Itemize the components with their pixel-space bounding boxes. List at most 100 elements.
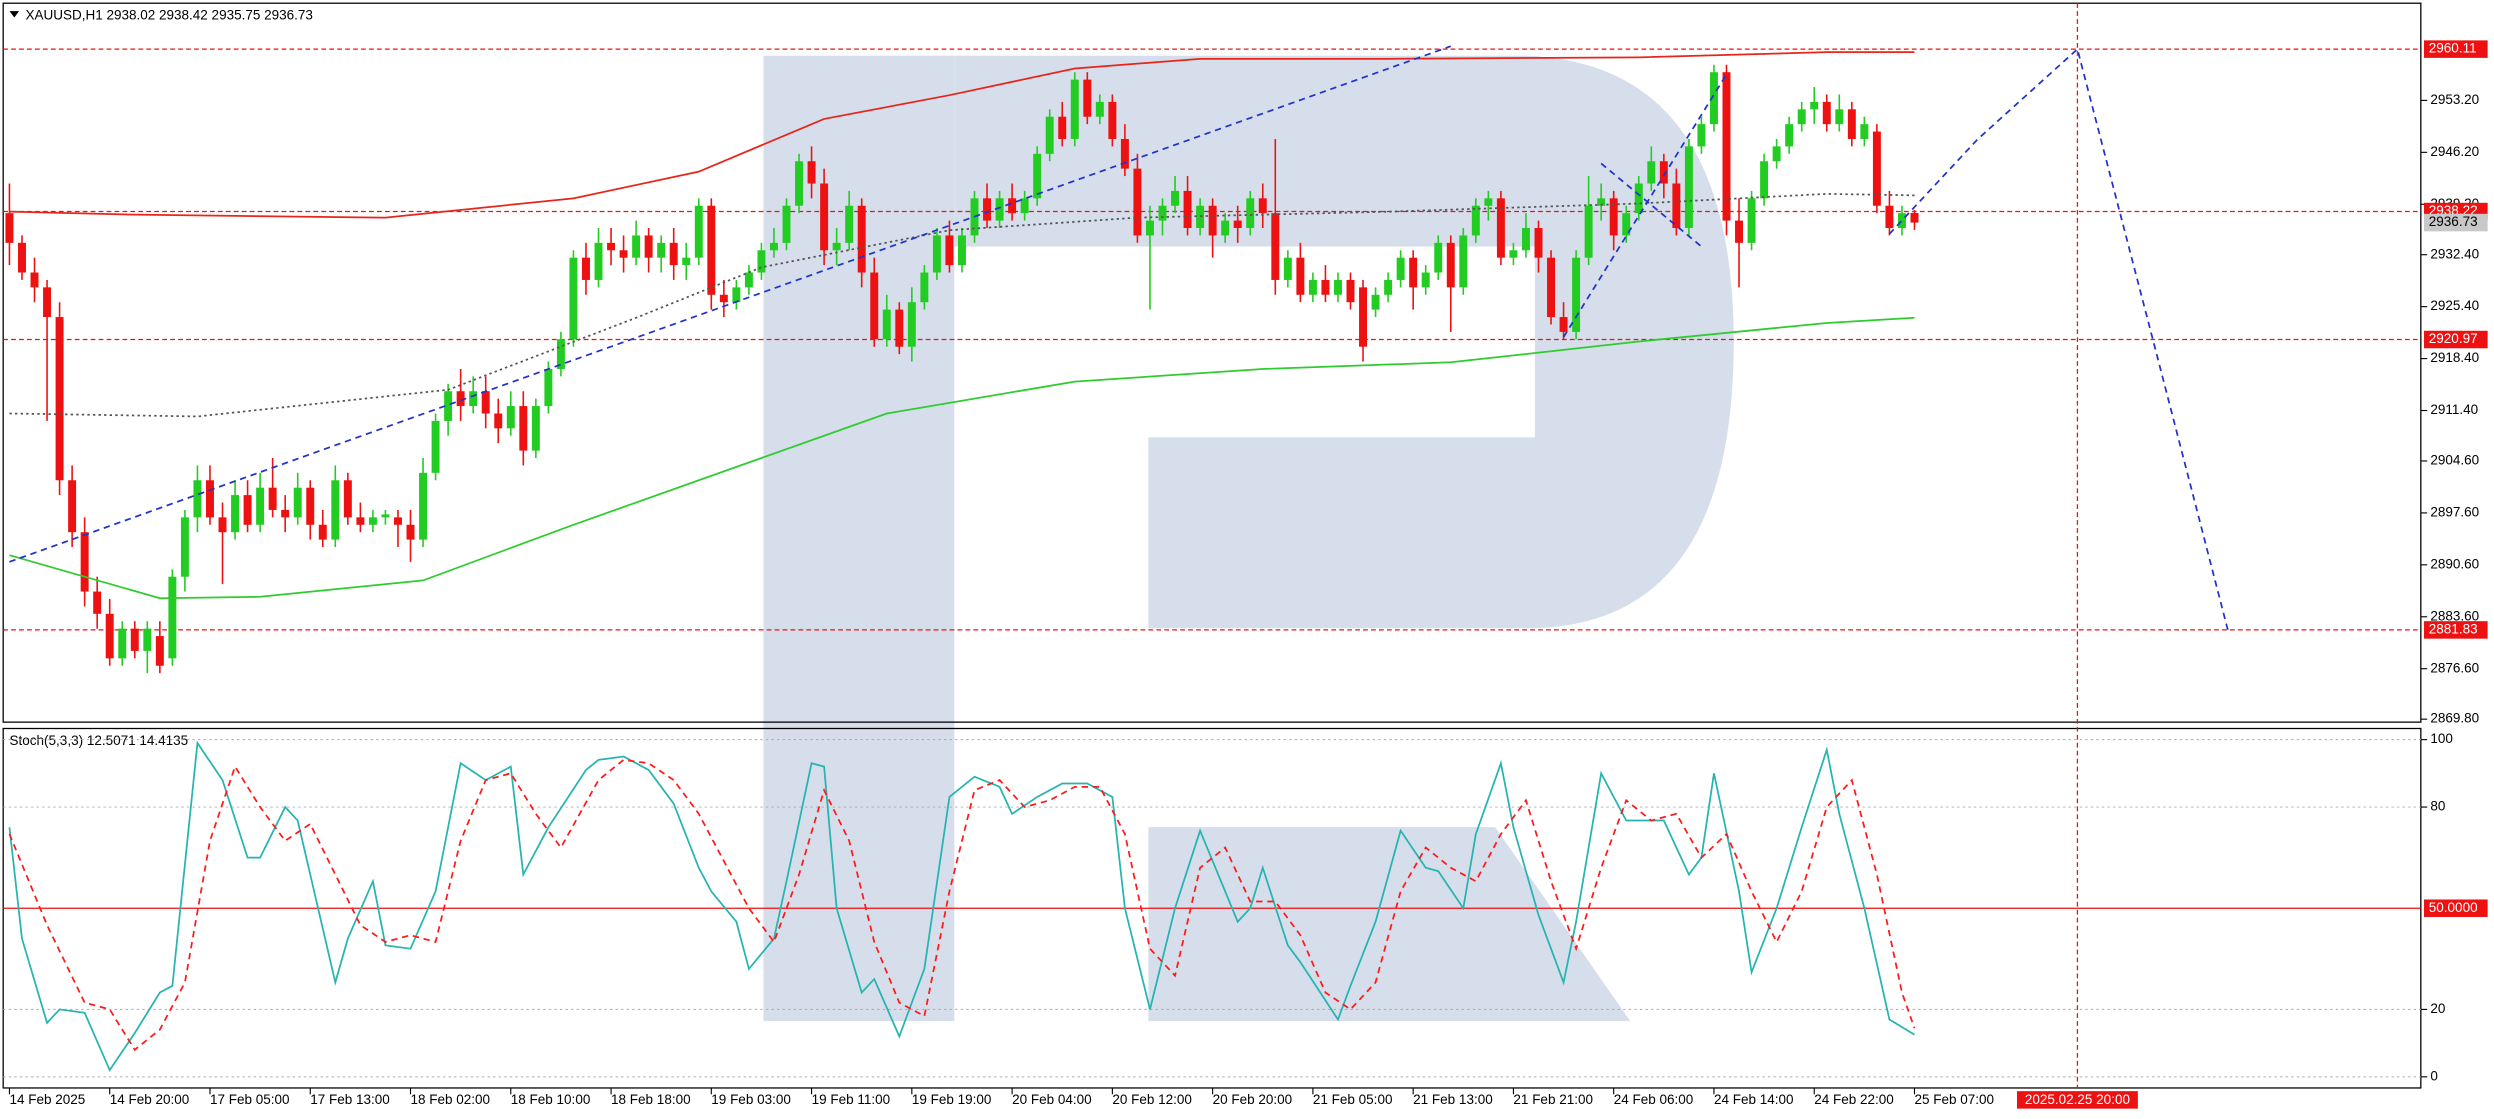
candle-body [882,309,891,340]
candle-body [1384,279,1393,295]
x-tick-label: 19 Feb 03:00 [711,1092,791,1107]
candle-body [820,183,829,251]
candle-body [256,487,265,525]
candle-body [1860,124,1869,139]
y-tick-label: 0 [2430,1068,2438,1083]
time-marker-label: 2025.02.25 20:00 [2025,1092,2130,1107]
level-label-box [2424,899,2488,917]
y-tick-label: 2911.40 [2430,402,2478,417]
y-tick-label: 100 [2430,731,2453,746]
candle-body [983,198,992,221]
x-tick-label: 24 Feb 22:00 [1814,1092,1894,1107]
candle-body [1434,242,1443,273]
candle-body [1008,198,1017,214]
candle-body [1697,124,1706,147]
watermark-logo [763,55,1734,1022]
candle-body [469,391,478,407]
candle-body [43,287,52,318]
logo-bowl [954,55,1734,629]
candle-body [1459,235,1468,288]
y-tick-label: 2953.20 [2430,92,2479,107]
candle-body [907,302,916,347]
candle-body [1258,198,1267,214]
candle-body [168,576,177,659]
candle-body [707,205,716,295]
candle-body [682,257,691,266]
y-tick-label: 80 [2430,799,2445,814]
candle-body [1271,213,1280,280]
candle-body [1471,205,1480,236]
candle-body [694,205,703,258]
candle-body [1484,198,1493,206]
candle-body [1221,220,1230,236]
main-panel-frame [2,2,2422,723]
candle-body [93,591,102,614]
candle-body [1659,161,1668,184]
candle-body [632,235,641,258]
y-tick-label: 2890.60 [2430,556,2479,571]
candle-body [1321,279,1330,295]
candle-body [1709,72,1718,125]
candle-body [30,272,39,288]
candle-body [1559,317,1568,332]
candle-body [18,242,26,273]
candle-body [1033,153,1042,199]
chart-title: XAUUSD,H1 2938.02 2938.42 2935.75 2936.7… [25,7,312,22]
candle-body [143,628,152,651]
level-label: 2960.11 [2429,41,2477,56]
logo-stem [763,55,955,1022]
x-tick-label: 20 Feb 20:00 [1213,1092,1293,1107]
y-tick-label: 2876.60 [2430,660,2479,675]
y-tick-label: 2932.40 [2430,246,2479,261]
candle-body [757,250,766,273]
level-label-box [2424,621,2488,639]
candle-body [1822,101,1831,125]
candle-body [1797,109,1806,125]
candle-body [1534,228,1543,258]
candle-body [556,339,565,369]
candle-body [1496,198,1505,258]
candle-body [1145,220,1154,236]
level-label: 2936.73 [2429,214,2478,229]
candle-body [1421,272,1430,288]
level-label-box [2424,330,2488,349]
candle-body [1108,101,1117,139]
candle-body [795,161,804,206]
candle-body [1083,79,1092,117]
logo-leg [1148,827,1631,1022]
candle-body [920,272,929,303]
candle-body [343,480,352,518]
candle-body [1584,205,1593,258]
candle-body [456,391,465,407]
menu-arrow[interactable] [9,11,20,18]
candle-body [1070,79,1079,139]
candle-body [1333,279,1342,295]
candle-body [1835,109,1844,125]
candle-body [531,406,540,451]
candle-body [807,161,816,184]
candle-body [406,524,415,540]
candle-body [1885,205,1894,229]
candle-body [1371,294,1380,310]
candle-body [1158,205,1167,221]
level-label: 2920.97 [2429,331,2478,346]
candle-body [306,487,315,525]
candle-body [1772,146,1781,162]
y-tick-label: 2869.80 [2430,711,2479,726]
candle-body [1897,213,1906,229]
series-line [9,316,1915,600]
x-tick-label: 19 Feb 11:00 [812,1092,891,1107]
candle-body [1547,257,1556,318]
x-tick-label: 18 Feb 18:00 [611,1092,691,1107]
candle-body [494,413,503,429]
candle-body [419,472,428,540]
candle-body [1647,161,1656,184]
candle-body [5,213,14,243]
candle-body [1246,198,1255,229]
candle-body [1672,183,1681,229]
candle-body [594,242,603,280]
candle-body [281,509,290,518]
candle-body [895,309,904,347]
candle-body [744,272,753,288]
